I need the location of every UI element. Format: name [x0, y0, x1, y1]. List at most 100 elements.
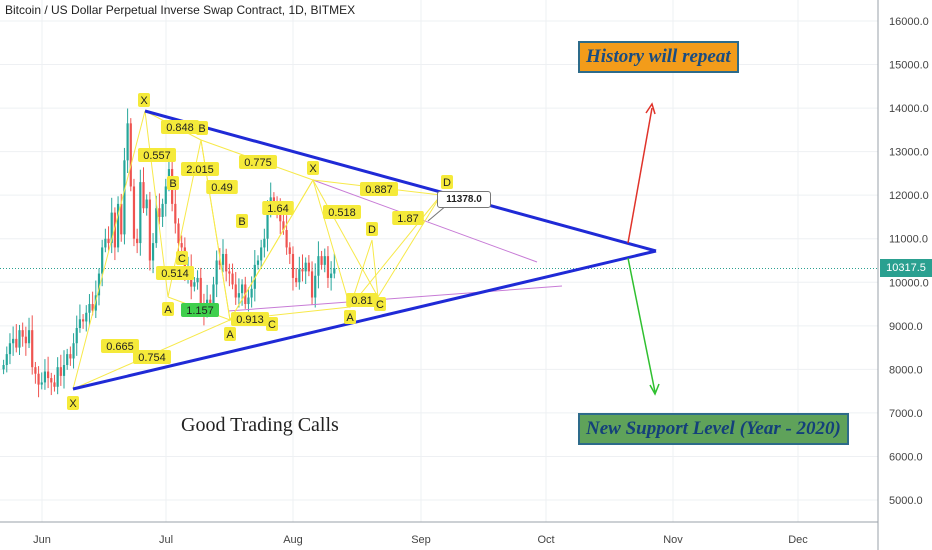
point-label: X [140, 95, 148, 107]
candle-body [101, 247, 104, 274]
ratio-label: 1.64 [267, 203, 288, 215]
candle-body [234, 284, 237, 298]
candle-body [314, 275, 317, 298]
ratio-label-bg [392, 211, 424, 225]
x-tick-label: Jun [33, 534, 51, 546]
channel-line-lower [227, 285, 563, 312]
candle-body [333, 268, 336, 274]
candle-body [250, 288, 253, 298]
y-tick-label: 16000.0 [889, 16, 929, 28]
ratio-label: 0.848 [166, 122, 194, 134]
candle-body [40, 382, 43, 385]
point-label-bg [224, 327, 236, 341]
candle-body [113, 212, 116, 248]
ratio-label: 0.913 [236, 314, 264, 326]
candle-body [221, 253, 225, 265]
candle-body [266, 212, 269, 239]
harmonic-pattern-line [200, 139, 442, 196]
candle-body [53, 382, 56, 387]
harmonic-pattern-line [312, 179, 379, 298]
x-tick-label: Aug [283, 534, 303, 546]
candle-body [237, 293, 241, 298]
candle-body [56, 367, 59, 387]
candle-body [196, 277, 199, 283]
projection-down-arrowhead [649, 383, 660, 396]
candle-body [145, 199, 148, 209]
history-banner: History will repeat [578, 41, 739, 73]
candle-body [104, 238, 107, 248]
ratio-label-bg [262, 201, 294, 215]
ratio-label: 0.665 [106, 341, 134, 353]
annotation-lines [72, 102, 660, 396]
candle-body [12, 338, 15, 344]
candle-body [81, 319, 85, 322]
candle-body [310, 271, 314, 298]
y-tick-label: 11000.0 [889, 234, 928, 246]
candle-body [225, 253, 228, 272]
ratio-label: 1.87 [397, 213, 418, 225]
caption-text: Good Trading Calls [181, 414, 339, 436]
candle-body [88, 304, 91, 313]
y-tick-label: 15000.0 [889, 60, 929, 72]
candle-body [75, 327, 78, 344]
point-label: D [368, 224, 376, 236]
candle-body [240, 284, 244, 294]
ratio-label-bg [138, 148, 176, 162]
candle-body [209, 299, 212, 305]
annotation-labels: 0.848 0.557 2.015 0.49 0.775 1.64 0.518 0.887 1.… [67, 93, 453, 410]
candle-body [199, 277, 202, 307]
candle-body [97, 273, 101, 296]
ratio-label: 1.157 [186, 305, 214, 317]
support-banner: New Support Level (Year - 2020) [578, 413, 849, 445]
ratio-label-bg [181, 162, 219, 176]
candle-body [15, 338, 18, 348]
y-tick-label: 7000.0 [889, 408, 923, 420]
candle-body [263, 238, 266, 248]
candle-body [62, 365, 66, 376]
candle-body [317, 256, 320, 276]
candle-body [139, 182, 142, 244]
candle-body [107, 238, 110, 244]
candle-body [288, 247, 291, 254]
candle-body [132, 186, 136, 239]
y-tick-label: 12000.0 [889, 190, 929, 202]
candle-body [298, 269, 301, 283]
lower-trendline [72, 249, 657, 391]
candle-body [18, 330, 21, 348]
ratio-label-bg [101, 339, 139, 353]
point-label-bg [138, 93, 150, 107]
candle-body [142, 182, 145, 209]
candle-body [164, 186, 167, 204]
ratio-label-bg [133, 350, 171, 364]
time-axis: Jun Jul Aug Sep Oct Nov Dec [0, 521, 878, 546]
point-label: B [238, 216, 245, 228]
price-axis: 16000.0 15000.0 14000.0 13000.0 12000.0 11000… [877, 0, 929, 550]
candle-body [47, 371, 50, 379]
x-tick-label: Dec [788, 534, 808, 546]
candle-body [247, 297, 250, 305]
candle-body [161, 203, 164, 217]
candle-body [66, 354, 69, 366]
candle-body [304, 262, 307, 272]
y-tick-label: 8000.0 [889, 364, 923, 376]
candle-body [180, 243, 183, 248]
point-label-bg [366, 222, 378, 236]
point-label: A [164, 304, 172, 316]
candle-body [136, 238, 139, 244]
candle-body [34, 367, 37, 374]
candle-body [123, 160, 126, 235]
candle-body [326, 256, 330, 278]
point-label-bg [307, 161, 319, 175]
x-tick-label: Oct [537, 534, 554, 546]
candle-body [2, 365, 5, 370]
candle-body [320, 256, 323, 265]
candle-body [218, 260, 221, 265]
point-label: C [178, 253, 186, 265]
candle-body [8, 343, 12, 355]
ratio-label: 0.49 [211, 182, 232, 194]
candle-body [91, 304, 94, 311]
candle-body [37, 373, 40, 385]
projection-down-arrow [627, 257, 656, 393]
candle-body [148, 199, 151, 261]
